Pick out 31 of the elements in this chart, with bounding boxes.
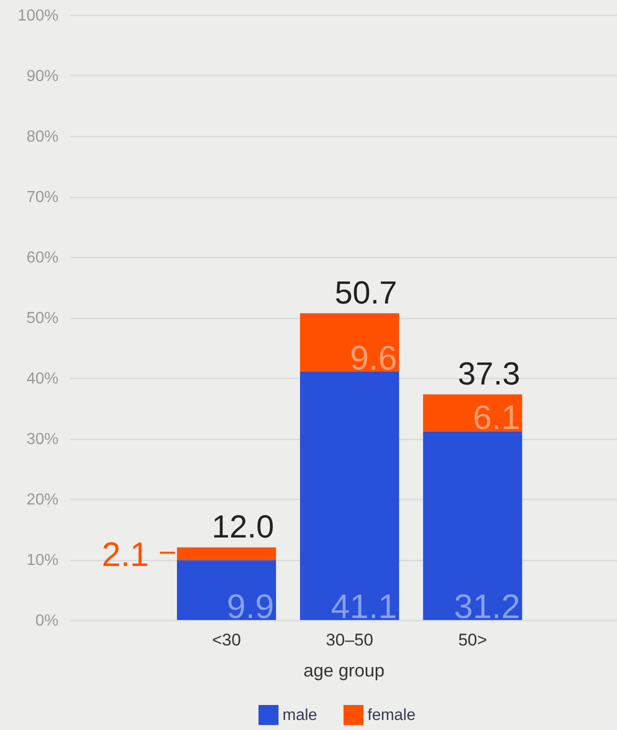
y-tick-label: 70% [26,189,58,206]
y-tick-label: 10% [26,552,58,569]
y-tick-label: 90% [26,68,58,85]
data-label: 31.2 [454,588,520,626]
bar [176,547,276,560]
y-tick-label: 50% [26,310,58,327]
bar [423,431,522,620]
y-tick-label: 40% [26,370,58,388]
x-tick-label: 30–50 [326,630,374,650]
y-tick-label: 80% [26,128,58,146]
y-tick-label: 60% [26,250,58,266]
total-label: 37.3 [458,355,520,392]
x-tick-label: 50> [458,630,488,650]
y-tick-label: 0% [35,612,58,630]
total-label: 12.0 [212,508,274,544]
x-tick-label: <30 [212,630,241,650]
data-label: 2.1 [102,536,149,574]
y-tick-label: 30% [26,431,58,448]
x-axis-title: age group [303,660,385,680]
data-label: 9.6 [350,339,398,378]
data-label: 41.1 [330,588,398,626]
data-label: 9.9 [226,588,274,626]
bar [300,371,400,620]
bar [176,560,276,620]
data-label: 6.1 [472,399,520,438]
bar [300,313,400,372]
y-tick-label: 20% [26,492,58,508]
legend-label: female [368,707,416,724]
legend-label: male [282,707,318,724]
y-tick-label: 100% [18,8,58,24]
total-label: 50.7 [334,274,398,310]
